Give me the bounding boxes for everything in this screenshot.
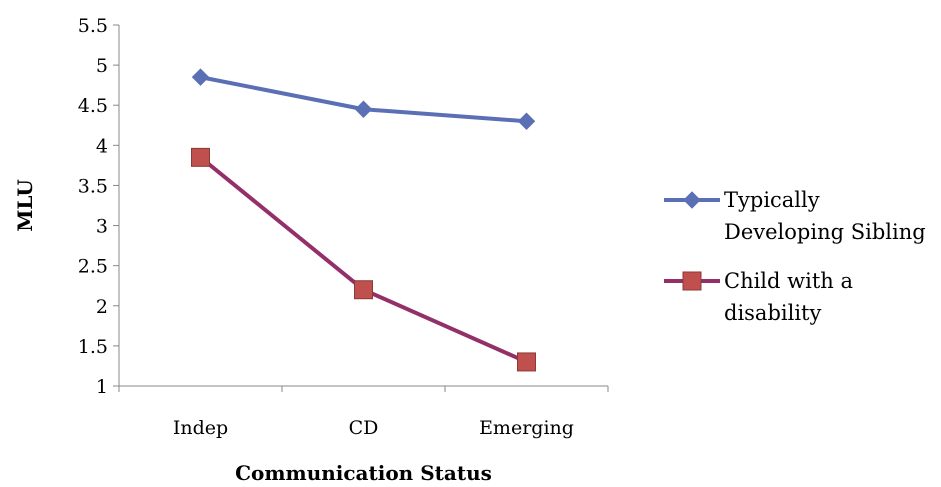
legend-label: disability xyxy=(724,301,821,325)
legend-label: Child with a xyxy=(724,269,853,293)
legend-item: Typically Developing Sibling xyxy=(664,188,926,244)
y-tick-label: 3 xyxy=(96,216,108,238)
series-1 xyxy=(191,68,536,130)
axes xyxy=(118,25,608,387)
data-point xyxy=(517,112,536,130)
y-tick-label: 4.5 xyxy=(78,95,108,117)
legend-marker xyxy=(683,191,701,209)
x-tick-label: CD xyxy=(349,417,379,439)
x-tick-label: Emerging xyxy=(479,417,574,439)
legend-label: Developing Sibling xyxy=(724,220,926,244)
data-point xyxy=(354,280,373,300)
data-point xyxy=(354,100,373,118)
y-ticks: 1 1.5 2 2.5 3 3.5 4 4.5 5 5.5 xyxy=(78,15,119,398)
y-axis-title: MLU xyxy=(13,179,37,232)
y-tick-label: 5 xyxy=(96,55,108,77)
y-tick-label: 1.5 xyxy=(78,336,108,358)
x-ticks: Indep CD Emerging xyxy=(118,386,609,439)
series-line xyxy=(199,155,528,364)
legend-marker xyxy=(682,271,702,291)
legend-item: Child with a disability xyxy=(664,269,853,325)
y-tick-label: 4 xyxy=(96,135,108,157)
legend: Typically Developing Sibling Child with a d… xyxy=(664,188,926,325)
y-tick-label: 5.5 xyxy=(78,15,108,37)
series-layer xyxy=(191,68,536,372)
data-point xyxy=(191,68,210,86)
x-tick-label: Indep xyxy=(173,417,228,439)
legend-label: Typically xyxy=(724,188,820,212)
y-tick-label: 2.5 xyxy=(78,256,108,278)
y-tick-label: 3.5 xyxy=(78,175,108,197)
y-tick-label: 2 xyxy=(96,296,108,318)
data-point xyxy=(517,352,536,372)
y-tick-label: 1 xyxy=(96,376,108,398)
x-axis-title: Communication Status xyxy=(235,461,492,485)
series-2 xyxy=(191,147,536,372)
data-point xyxy=(191,147,210,167)
